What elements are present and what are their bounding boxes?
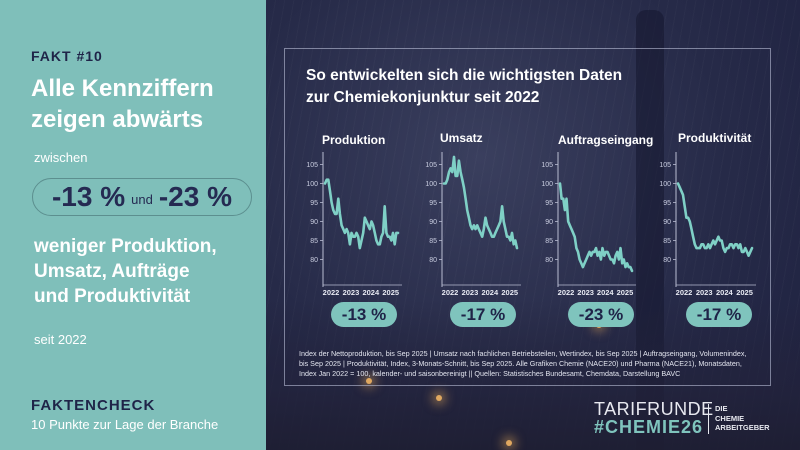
logo-tarifrunde: TARIFRUNDE (594, 399, 714, 419)
badge-produktivitaet: -17 % (686, 302, 752, 327)
chart-title: Produktivität (678, 131, 751, 145)
logo-org-line-2: CHEMIE (715, 413, 745, 423)
y-tick-label: 100 (659, 181, 671, 188)
series-title: FAKTENCHECK (31, 397, 156, 414)
y-tick-label: 105 (659, 162, 671, 169)
y-tick-label: 105 (306, 162, 318, 169)
badge-umsatz: -17 % (450, 302, 516, 327)
subheadline: weniger Produktion, Umsatz, Aufträge und… (34, 234, 217, 309)
headline-line-2: zeigen abwärts (31, 106, 204, 133)
x-tick-label: 2025 (736, 288, 753, 297)
x-tick-label: 2024 (481, 288, 499, 297)
series-line (323, 178, 400, 250)
series-line (558, 182, 634, 273)
y-tick-label: 85 (429, 238, 437, 245)
y-tick-label: 105 (541, 162, 553, 169)
x-tick-label: 2024 (716, 288, 734, 297)
footnote-line-2: bis Sep 2025 | Produktivität, Index, 3-M… (299, 359, 742, 368)
x-tick-label: 2025 (617, 288, 634, 297)
y-tick-label: 80 (545, 257, 553, 264)
range-high: -23 % (158, 181, 232, 212)
chart-title: Produktion (322, 133, 385, 147)
series-line (442, 155, 519, 250)
y-tick-label: 80 (429, 257, 437, 264)
between-label: zwischen (34, 150, 88, 165)
x-tick-label: 2025 (501, 288, 518, 297)
y-tick-label: 95 (429, 200, 437, 207)
badge-auftragseingang: -23 % (568, 302, 634, 327)
y-tick-label: 100 (541, 181, 553, 188)
y-tick-label: 100 (425, 181, 437, 188)
y-tick-label: 95 (663, 200, 671, 207)
logo-divider (708, 404, 709, 434)
chart-frame (284, 48, 771, 386)
chart-title: Auftragseingang (558, 133, 653, 147)
x-tick-label: 2023 (696, 288, 713, 297)
subheadline-line-2: Umsatz, Aufträge (34, 261, 190, 282)
series-subtitle: 10 Punkte zur Lage der Branche (31, 417, 219, 432)
range-pill: -13 % und -23 % (32, 178, 252, 216)
x-tick-label: 2024 (597, 288, 615, 297)
x-tick-label: 2022 (323, 288, 340, 297)
subheadline-line-3: und Produktivität (34, 286, 191, 307)
y-tick-label: 80 (310, 257, 318, 264)
light-glow (506, 440, 512, 446)
x-tick-label: 2022 (558, 288, 575, 297)
y-tick-label: 90 (545, 219, 553, 226)
fact-number: FAKT #10 (31, 48, 103, 64)
background-photo (266, 0, 800, 450)
footnote: Index der Nettoproduktion, bis Sep 2025 … (299, 349, 759, 379)
chart-panel-title-line-2: zur Chemiekonjunktur seit 2022 (306, 89, 540, 106)
x-tick-label: 2024 (362, 288, 380, 297)
x-tick-label: 2023 (343, 288, 360, 297)
chart-panel-title: So entwickelten sich die wichtigsten Dat… (306, 65, 622, 109)
subheadline-line-1: weniger Produktion, (34, 236, 217, 257)
chart-panel-title-line-1: So entwickelten sich die wichtigsten Dat… (306, 67, 623, 84)
y-tick-label: 90 (310, 219, 318, 226)
y-tick-label: 85 (310, 238, 318, 245)
footnote-line-1: Index der Nettoproduktion, bis Sep 2025 … (299, 349, 747, 358)
range-low: -13 % (51, 181, 126, 212)
chart-title: Umsatz (440, 131, 483, 145)
y-tick-label: 90 (429, 219, 437, 226)
logo-organisation: DIE CHEMIE ARBEITGEBER (715, 404, 770, 433)
x-tick-label: 2023 (577, 288, 594, 297)
y-tick-label: 85 (663, 238, 671, 245)
badge-produktion: -13 % (331, 302, 397, 327)
light-glow (436, 395, 442, 401)
logo-org-line-1: DIE (715, 404, 728, 413)
x-tick-label: 2022 (676, 288, 693, 297)
y-tick-label: 105 (425, 162, 437, 169)
series-line (676, 182, 754, 257)
chart-produktion: Produktion 105 100 95 90 85 80 2022 2023 2024 2025 (306, 133, 402, 297)
headline-line-1: Alle Kennziffern (31, 75, 214, 102)
footnote-line-3: Index Jan 2022 = 100, kalender- und sais… (299, 369, 681, 378)
y-tick-label: 85 (545, 238, 553, 245)
logo-hashtag: #CHEMIE26 (594, 417, 704, 437)
headline: Alle Kennziffern zeigen abwärts (31, 73, 261, 135)
chart-produktivitaet: Produktivität 105 100 95 90 85 80 2022 2023 2024 2… (659, 131, 756, 297)
x-tick-label: 2022 (442, 288, 459, 297)
y-tick-label: 95 (545, 200, 553, 207)
range-und: und (131, 191, 153, 207)
x-tick-label: 2023 (462, 288, 479, 297)
y-tick-label: 95 (310, 200, 318, 207)
light-glow (366, 378, 372, 384)
y-tick-label: 80 (663, 257, 671, 264)
y-tick-label: 100 (306, 181, 318, 188)
x-tick-label: 2025 (382, 288, 399, 297)
left-panel: FAKT #10 Alle Kennziffern zeigen abwärts… (0, 0, 266, 450)
since-label: seit 2022 (34, 332, 87, 347)
chart-umsatz: Umsatz 105 100 95 90 85 80 2022 2023 2024 2025 (425, 131, 521, 297)
y-tick-label: 90 (663, 219, 671, 226)
logo-org-line-3: ARBEITGEBER (715, 423, 770, 432)
